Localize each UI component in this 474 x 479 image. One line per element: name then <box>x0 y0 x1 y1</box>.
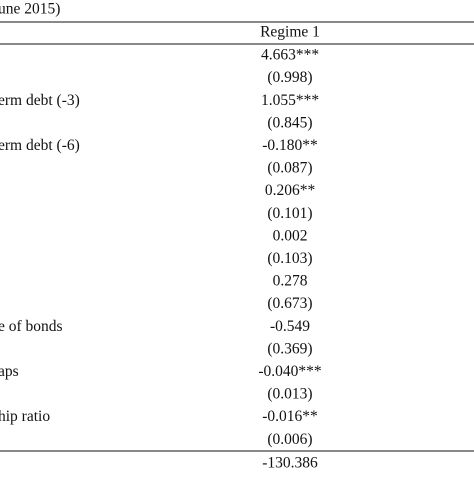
cell-value: (0.013) <box>267 386 312 403</box>
cell-value: 0.278 <box>273 273 308 290</box>
cell-value: 4.663*** <box>261 47 319 64</box>
row-label: aps <box>0 363 19 380</box>
cell-value: (0.673) <box>267 295 312 312</box>
cell-value: (0.006) <box>267 431 312 448</box>
column-header: Regime 1 <box>260 24 320 41</box>
cell-value: -0.040*** <box>258 363 322 380</box>
cell-value: (0.101) <box>267 205 312 222</box>
row-label: hip ratio <box>0 408 50 425</box>
cell-value: (0.369) <box>267 340 312 357</box>
row-label: e of bonds <box>0 318 63 335</box>
footer-value: -130.386 <box>262 455 318 472</box>
cell-value: -0.549 <box>270 318 310 335</box>
cell-value: (0.103) <box>267 250 312 267</box>
caption: une 2015) <box>0 1 60 18</box>
cell-value: -0.180** <box>262 137 318 154</box>
cell-value: -0.016** <box>262 408 318 425</box>
cell-value: (0.087) <box>267 160 312 177</box>
cell-value: 0.206** <box>265 182 316 199</box>
cell-value: 1.055*** <box>261 92 319 109</box>
row-label: erm debt (-3) <box>0 92 80 109</box>
cell-value: 0.002 <box>273 227 308 244</box>
cell-value: (0.998) <box>267 69 312 86</box>
cell-value: (0.845) <box>267 114 312 131</box>
row-label: erm debt (-6) <box>0 137 80 154</box>
